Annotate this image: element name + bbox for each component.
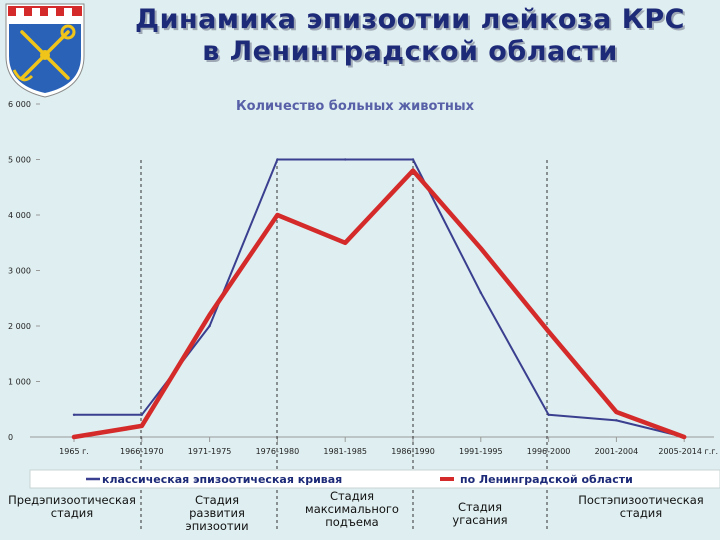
x-tick-label: 1965 г.	[59, 447, 89, 456]
coat-of-arms-icon	[5, 3, 85, 98]
page-subtitle: в Ленинградской области	[202, 36, 618, 67]
data-point	[140, 424, 143, 428]
y-tick-label: 3 000	[8, 267, 31, 276]
data-point	[72, 413, 76, 416]
data-point	[547, 330, 550, 333]
data-point	[344, 158, 347, 161]
x-tick-label: 2001-2004	[595, 447, 639, 456]
x-tick-label: 1966-1970	[120, 447, 164, 456]
y-tick-label: 2 000	[8, 322, 31, 331]
series-leningrad-line	[71, 168, 687, 440]
stage-label-pre-epizootic: Предэпизоотическая стадия	[8, 493, 136, 521]
y-tick-label: 6 000	[8, 100, 31, 109]
stage-label-decline: Стадия угасания	[452, 500, 508, 528]
stage-label-development: Стадия развития эпизоотии	[185, 493, 249, 534]
data-point	[208, 313, 211, 317]
x-tick-label: 1986-1990	[391, 447, 435, 456]
x-tick-label: 1981-1985	[323, 447, 367, 456]
data-point	[479, 247, 482, 250]
x-tick-label: 1996-2000	[527, 447, 571, 456]
data-point	[276, 158, 279, 161]
data-point	[615, 410, 618, 414]
chart-title: Количество больных животных	[236, 99, 475, 114]
data-point	[547, 413, 550, 416]
data-point	[411, 158, 415, 161]
stage-label-post-epizootic: Постэпизоотическая стадия	[578, 493, 704, 521]
page-title: Динамика эпизоотии лейкоза КРС	[135, 4, 685, 35]
x-tick-label: 2005-2014 г.г.	[658, 447, 718, 456]
stage-label-maximum: Стадия максимального подъема	[305, 489, 399, 530]
data-point	[411, 169, 415, 172]
data-point	[140, 413, 143, 416]
data-point	[615, 419, 618, 422]
data-point	[344, 241, 347, 244]
series-classic-line	[73, 158, 686, 438]
data-point	[208, 324, 211, 328]
y-tick-label: 0	[8, 433, 13, 442]
data-point	[479, 291, 482, 294]
y-tick-label: 4 000	[8, 211, 31, 220]
y-tick-label: 5 000	[8, 156, 31, 165]
x-tick-label: 1976-1980	[256, 447, 300, 456]
legend-box	[29, 469, 720, 489]
y-tick-label: 1 000	[8, 378, 31, 387]
x-tick-label: 1971-1975	[188, 447, 232, 456]
legend-label: по Ленинградской области	[460, 473, 633, 486]
data-point	[683, 435, 686, 439]
x-tick-label: 1991-1995	[459, 447, 503, 456]
data-point	[276, 213, 279, 217]
data-point	[72, 435, 76, 439]
legend-label: классическая эпизоотическая кривая	[102, 473, 342, 486]
